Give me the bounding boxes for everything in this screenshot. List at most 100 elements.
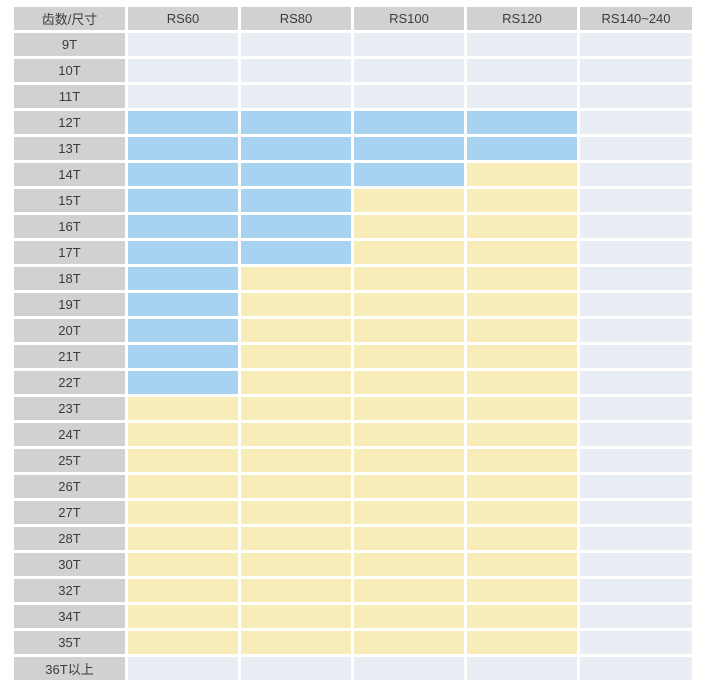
- matrix-cell: [467, 449, 577, 472]
- matrix-cell: [128, 215, 238, 238]
- matrix-cell: [241, 553, 351, 576]
- matrix-cell: [241, 163, 351, 186]
- row-label: 27T: [14, 501, 125, 524]
- matrix-cell: [354, 189, 464, 212]
- matrix-cell: [241, 631, 351, 654]
- matrix-cell: [241, 397, 351, 420]
- matrix-cell: [241, 657, 351, 680]
- table-row: 24T: [14, 423, 692, 446]
- table-row: 9T: [14, 33, 692, 56]
- matrix-cell: [128, 137, 238, 160]
- row-label: 15T: [14, 189, 125, 212]
- column-header: RS140~240: [580, 7, 692, 30]
- table-row: 15T: [14, 189, 692, 212]
- matrix-cell: [128, 553, 238, 576]
- matrix-cell: [354, 371, 464, 394]
- table-row: 26T: [14, 475, 692, 498]
- matrix-cell: [354, 657, 464, 680]
- matrix-cell: [580, 423, 692, 446]
- matrix-cell: [241, 59, 351, 82]
- row-label: 36T以上: [14, 657, 125, 680]
- column-header: RS60: [128, 7, 238, 30]
- matrix-cell: [467, 215, 577, 238]
- table-row: 12T: [14, 111, 692, 134]
- row-label: 26T: [14, 475, 125, 498]
- matrix-cell: [467, 605, 577, 628]
- column-header: RS120: [467, 7, 577, 30]
- row-label: 21T: [14, 345, 125, 368]
- matrix-cell: [580, 267, 692, 290]
- matrix-cell: [467, 553, 577, 576]
- matrix-cell: [128, 33, 238, 56]
- matrix-cell: [467, 267, 577, 290]
- matrix-cell: [354, 293, 464, 316]
- row-label: 20T: [14, 319, 125, 342]
- matrix-cell: [128, 657, 238, 680]
- matrix-cell: [580, 475, 692, 498]
- matrix-cell: [580, 553, 692, 576]
- matrix-cell: [580, 579, 692, 602]
- matrix-cell: [580, 33, 692, 56]
- matrix-cell: [580, 605, 692, 628]
- column-header: RS80: [241, 7, 351, 30]
- matrix-cell: [128, 319, 238, 342]
- header-row: 齿数/尺寸 RS60 RS80 RS100 RS120 RS140~240: [14, 7, 692, 30]
- matrix-cell: [241, 189, 351, 212]
- row-label: 35T: [14, 631, 125, 654]
- matrix-cell: [580, 371, 692, 394]
- matrix-cell: [354, 631, 464, 654]
- table-row: 22T: [14, 371, 692, 394]
- matrix-cell: [128, 449, 238, 472]
- matrix-cell: [467, 189, 577, 212]
- matrix-cell: [128, 475, 238, 498]
- table-row: 14T: [14, 163, 692, 186]
- matrix-cell: [354, 111, 464, 134]
- matrix-cell: [580, 59, 692, 82]
- matrix-cell: [467, 241, 577, 264]
- sprocket-size-matrix: 齿数/尺寸 RS60 RS80 RS100 RS120 RS140~240 9T 10T 1…: [11, 4, 695, 683]
- matrix-cell: [354, 605, 464, 628]
- matrix-cell: [467, 163, 577, 186]
- matrix-cell: [241, 345, 351, 368]
- matrix-cell: [241, 111, 351, 134]
- matrix-cell: [128, 397, 238, 420]
- matrix-cell: [580, 631, 692, 654]
- matrix-cell: [241, 319, 351, 342]
- row-label: 18T: [14, 267, 125, 290]
- row-label: 16T: [14, 215, 125, 238]
- matrix-cell: [580, 241, 692, 264]
- matrix-cell: [128, 241, 238, 264]
- row-label: 19T: [14, 293, 125, 316]
- matrix-cell: [354, 163, 464, 186]
- matrix-cell: [580, 501, 692, 524]
- matrix-cell: [241, 501, 351, 524]
- matrix-cell: [354, 423, 464, 446]
- matrix-cell: [580, 397, 692, 420]
- matrix-cell: [128, 111, 238, 134]
- matrix-cell: [241, 293, 351, 316]
- matrix-cell: [354, 553, 464, 576]
- matrix-cell: [241, 527, 351, 550]
- matrix-cell: [580, 85, 692, 108]
- matrix-cell: [241, 33, 351, 56]
- matrix-cell: [467, 59, 577, 82]
- table-row: 17T: [14, 241, 692, 264]
- matrix-cell: [467, 111, 577, 134]
- matrix-cell: [128, 527, 238, 550]
- matrix-cell: [580, 657, 692, 680]
- matrix-cell: [128, 423, 238, 446]
- row-label: 30T: [14, 553, 125, 576]
- table-row: 27T: [14, 501, 692, 524]
- matrix-cell: [580, 345, 692, 368]
- table-row: 13T: [14, 137, 692, 160]
- matrix-cell: [467, 293, 577, 316]
- matrix-cell: [354, 579, 464, 602]
- row-label: 23T: [14, 397, 125, 420]
- row-label: 10T: [14, 59, 125, 82]
- matrix-cell: [354, 59, 464, 82]
- matrix-cell: [128, 85, 238, 108]
- row-label: 22T: [14, 371, 125, 394]
- row-label: 24T: [14, 423, 125, 446]
- matrix-cell: [354, 137, 464, 160]
- matrix-cell: [241, 85, 351, 108]
